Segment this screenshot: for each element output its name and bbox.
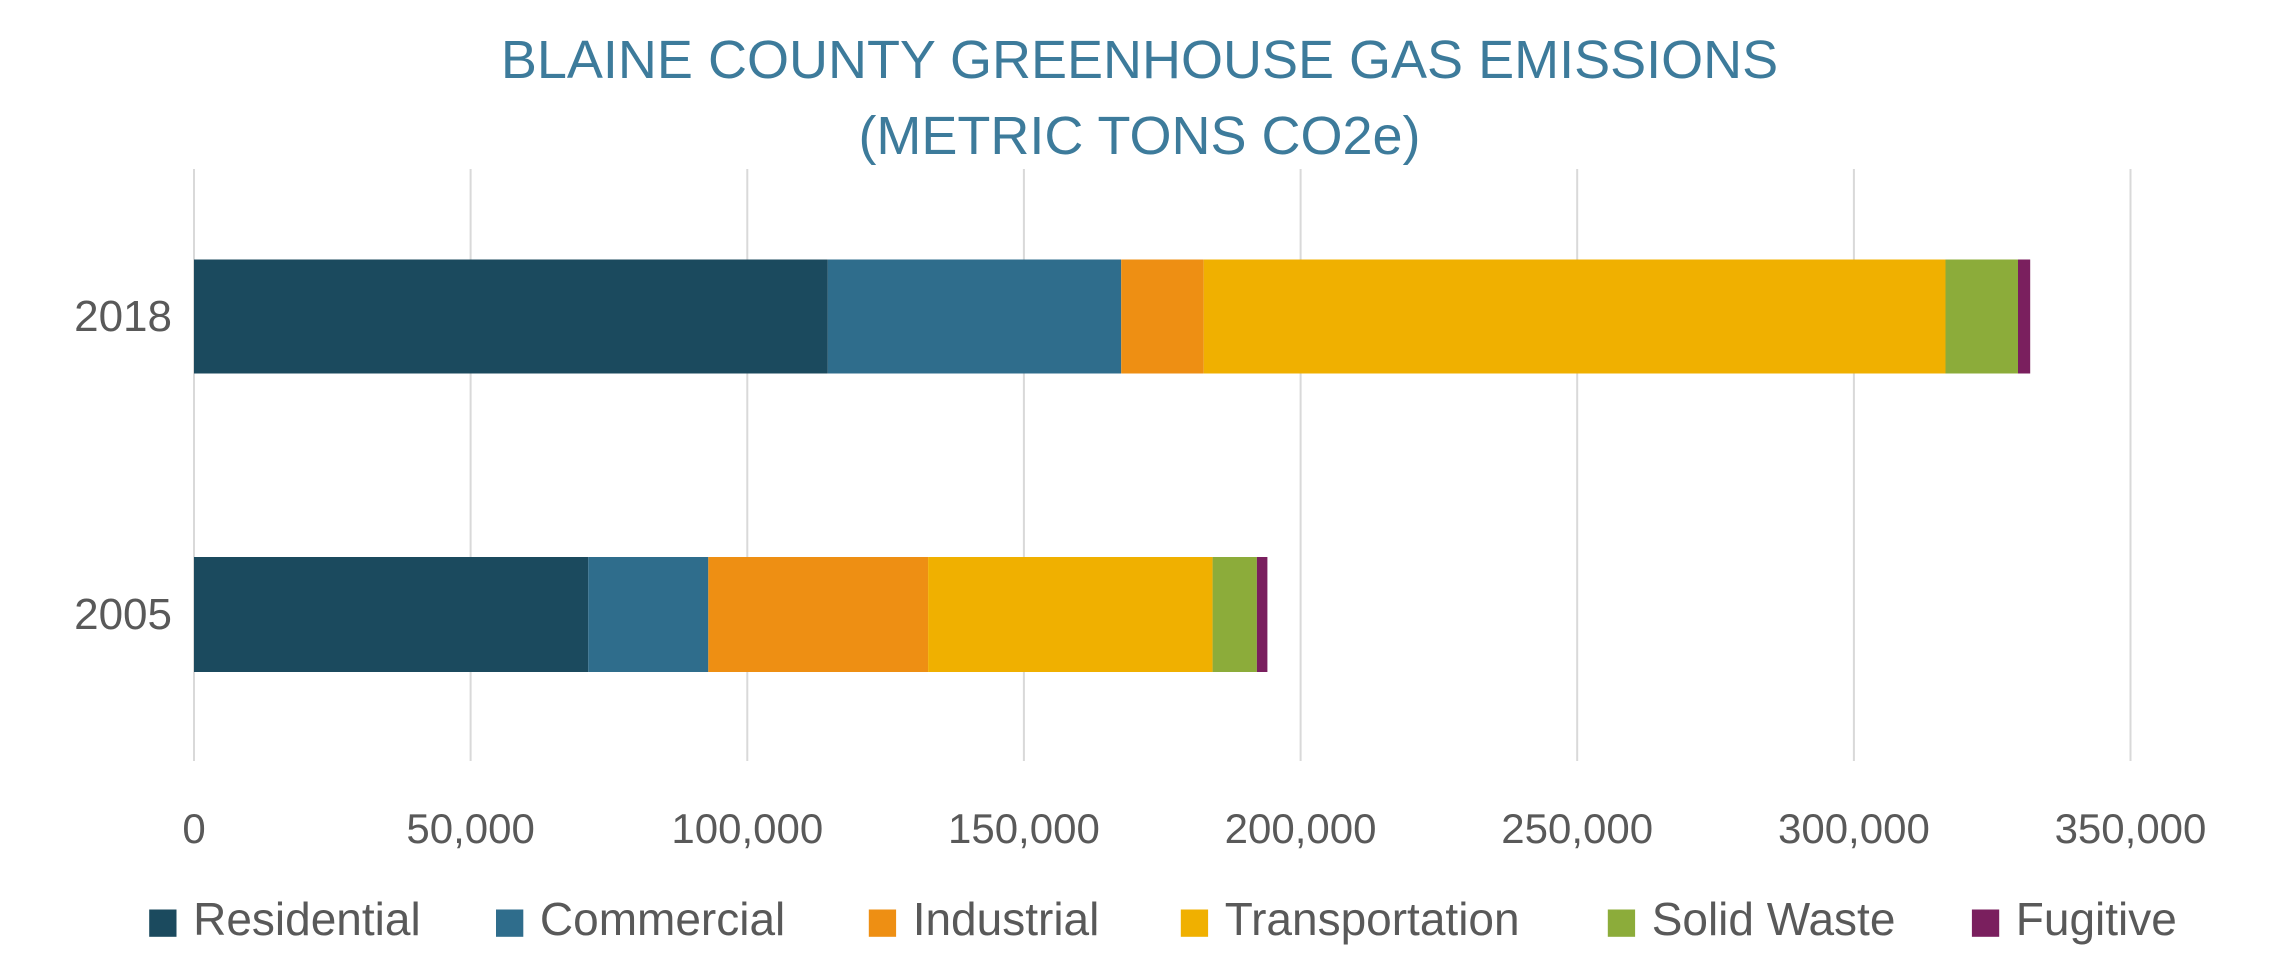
- svg-text:Industrial: Industrial: [913, 893, 1100, 945]
- svg-text:50,000: 50,000: [406, 805, 534, 852]
- svg-text:350,000: 350,000: [2055, 805, 2207, 852]
- svg-text:Solid Waste: Solid Waste: [1652, 893, 1896, 945]
- svg-text:300,000: 300,000: [1778, 805, 1930, 852]
- svg-text:100,000: 100,000: [671, 805, 823, 852]
- svg-text:Transportation: Transportation: [1225, 893, 1520, 945]
- svg-text:250,000: 250,000: [1501, 805, 1653, 852]
- svg-text:2005: 2005: [74, 590, 172, 639]
- svg-text:2018: 2018: [74, 292, 172, 341]
- svg-text:0: 0: [182, 805, 205, 852]
- svg-text:Residential: Residential: [193, 893, 421, 945]
- svg-text:200,000: 200,000: [1225, 805, 1377, 852]
- svg-text:150,000: 150,000: [948, 805, 1100, 852]
- svg-text:Commercial: Commercial: [540, 893, 785, 945]
- svg-text:Fugitive: Fugitive: [2016, 893, 2177, 945]
